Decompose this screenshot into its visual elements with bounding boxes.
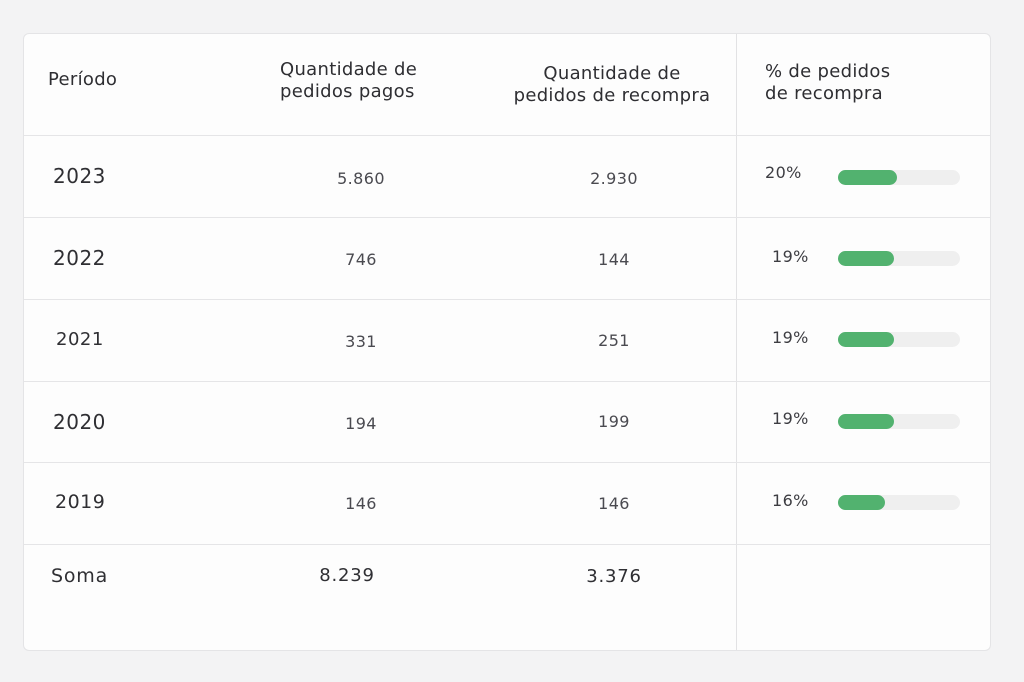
header-repurchase-percent: % de pedidos de recompra xyxy=(765,61,965,105)
row-divider xyxy=(24,217,990,218)
row-2022-pct-bar-fill xyxy=(838,251,894,266)
row-2020-repurchase: 199 xyxy=(598,412,630,431)
row-2019-year: 2019 xyxy=(55,491,106,513)
column-divider xyxy=(736,34,737,650)
row-2021-pct: 19% xyxy=(772,328,809,347)
row-2022-paid: 746 xyxy=(345,250,377,269)
header-repurchase-line1: Quantidade de xyxy=(543,63,681,84)
row-2023-pct-bar-fill xyxy=(838,170,897,185)
row-2020-pct: 19% xyxy=(772,409,809,428)
row-2021-repurchase: 251 xyxy=(598,331,630,350)
header-pct-line2: de recompra xyxy=(765,83,883,104)
row-2019-pct: 16% xyxy=(772,491,809,510)
header-paid-line1: Quantidade de xyxy=(280,59,418,80)
total-paid: 8.239 xyxy=(319,565,375,586)
row-2022-pct: 19% xyxy=(772,247,809,266)
header-period: Período xyxy=(48,69,118,90)
header-divider xyxy=(24,135,990,136)
row-2023-pct-bar xyxy=(838,170,960,185)
row-2023-pct: 20% xyxy=(765,163,802,182)
row-2020-pct-bar xyxy=(838,414,960,429)
row-2019-repurchase: 146 xyxy=(598,494,630,513)
row-2021-pct-bar xyxy=(838,332,960,347)
orders-table-card: Período Quantidade de pedidos pagos Quan… xyxy=(23,33,991,651)
header-repurchase-orders: Quantidade de pedidos de recompra xyxy=(492,63,732,107)
row-2020-year: 2020 xyxy=(53,410,106,434)
row-divider xyxy=(24,462,990,463)
header-paid-line2: pedidos pagos xyxy=(280,81,415,102)
row-2022-repurchase: 144 xyxy=(598,250,630,269)
total-divider xyxy=(24,544,990,545)
row-2023-paid: 5.860 xyxy=(337,169,385,188)
total-label: Soma xyxy=(51,565,109,587)
row-2019-paid: 146 xyxy=(345,494,377,513)
row-2019-pct-bar xyxy=(838,495,960,510)
row-2021-year: 2021 xyxy=(56,329,104,350)
row-2023-repurchase: 2.930 xyxy=(590,169,638,188)
row-2019-pct-bar-fill xyxy=(838,495,885,510)
row-2022-pct-bar xyxy=(838,251,960,266)
total-repurchase: 3.376 xyxy=(586,566,642,587)
row-2020-pct-bar-fill xyxy=(838,414,894,429)
header-paid-orders: Quantidade de pedidos pagos xyxy=(280,59,450,103)
row-2023-year: 2023 xyxy=(53,164,106,188)
row-divider xyxy=(24,381,990,382)
row-2021-pct-bar-fill xyxy=(838,332,894,347)
header-pct-line1: % de pedidos xyxy=(765,61,891,82)
row-divider xyxy=(24,299,990,300)
header-repurchase-line2: pedidos de recompra xyxy=(513,85,711,106)
row-2022-year: 2022 xyxy=(53,246,106,270)
row-2020-paid: 194 xyxy=(345,414,377,433)
row-2021-paid: 331 xyxy=(345,332,377,351)
